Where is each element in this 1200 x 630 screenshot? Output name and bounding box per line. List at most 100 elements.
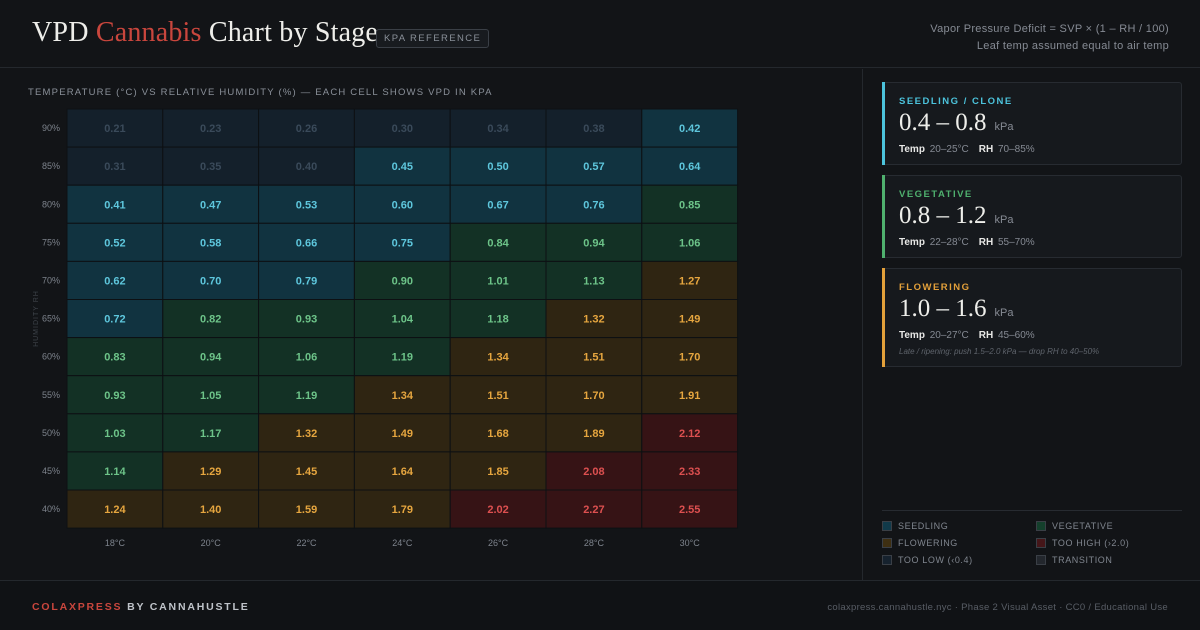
kpa-reference-badge: KPA REFERENCE <box>376 29 490 48</box>
stage-range: 0.4 – 0.8 kPa <box>899 109 1013 137</box>
x-tick-label: 30°C <box>680 538 701 548</box>
x-tick-label: 22°C <box>296 538 317 548</box>
legend-label: SEEDLING <box>898 521 949 531</box>
stage-accent-bar <box>882 82 885 165</box>
temp-value: 20–25°C <box>929 144 969 155</box>
legend-swatch <box>882 555 892 565</box>
cell-value: 1.85 <box>487 466 508 478</box>
cell-value: 0.70 <box>200 275 221 287</box>
cell-value: 0.23 <box>200 123 221 135</box>
cell-value: 0.62 <box>104 275 125 287</box>
cell-value: 0.94 <box>583 237 605 249</box>
heatmap-cell <box>449 489 547 529</box>
x-tick-label: 20°C <box>201 538 222 548</box>
cell-value: 0.35 <box>200 161 221 173</box>
stage-conditions: Temp 20–25°C RH 70–85% <box>899 144 1035 155</box>
stage-card-seedling: SEEDLING / CLONE 0.4 – 0.8 kPa Temp 20–25… <box>882 82 1182 165</box>
cell-value: 0.57 <box>583 161 604 173</box>
legend-label: TOO HIGH (›2.0) <box>1052 538 1130 548</box>
cell-value: 0.45 <box>392 161 413 173</box>
y-tick-label: 90% <box>42 123 60 133</box>
legend-swatch <box>1036 538 1046 548</box>
cell-value: 1.19 <box>296 390 317 402</box>
cell-value: 1.34 <box>392 390 414 402</box>
cell-value: 1.34 <box>487 352 509 364</box>
y-tick-label: 75% <box>42 237 60 247</box>
cell-value: 0.82 <box>200 314 221 326</box>
heatmap-cell <box>449 451 547 491</box>
heatmap-cell <box>545 108 643 148</box>
legend: SEEDLING VEGETATIVE FLOWERING TOO HIGH (… <box>882 510 1182 565</box>
heatmap-cell <box>545 260 643 300</box>
y-axis-label: HUMIDITY RH <box>33 290 40 347</box>
heatmap-cell <box>449 184 547 224</box>
heatmap-cell <box>545 337 643 377</box>
legend-item-seedling: SEEDLING <box>882 521 948 531</box>
x-tick-label: 26°C <box>488 538 509 548</box>
stage-range-unit: kPa <box>994 214 1014 226</box>
brand: COLAXPRESS BY CANNAHUSTLE <box>32 601 250 613</box>
stage-card-vegetative: VEGETATIVE 0.8 – 1.2 kPa Temp 22–28°C RH 5… <box>882 175 1182 258</box>
heatmap-cell <box>66 260 164 300</box>
cell-value: 1.70 <box>583 390 604 402</box>
cell-value: 0.67 <box>487 199 508 211</box>
cell-value: 1.17 <box>200 428 221 440</box>
heatmap-cell <box>258 108 355 148</box>
cell-value: 0.94 <box>200 352 222 364</box>
cell-value: 2.02 <box>487 504 508 516</box>
cell-value: 0.90 <box>392 275 413 287</box>
cell-value: 0.38 <box>583 123 604 135</box>
cell-value: 0.42 <box>679 123 700 135</box>
cell-value: 1.14 <box>104 466 126 478</box>
cell-value: 2.08 <box>583 466 604 478</box>
cell-value: 2.12 <box>679 428 700 440</box>
heatmap-cell <box>545 184 643 224</box>
cell-value: 0.58 <box>200 237 221 249</box>
heatmap-cell <box>641 413 739 453</box>
cell-value: 1.49 <box>392 428 413 440</box>
stage-conditions: Temp 20–27°C RH 45–60% <box>899 330 1035 341</box>
stage-range-value: 0.8 – 1.2 <box>899 202 987 229</box>
cell-value: 0.72 <box>104 314 125 326</box>
heatmap-cell <box>353 451 451 491</box>
heatmap-cell <box>66 108 164 148</box>
heatmap-cell <box>353 489 451 529</box>
heatmap-cell <box>258 413 355 453</box>
legend-label: FLOWERING <box>898 538 958 548</box>
x-tick-label: 24°C <box>392 538 413 548</box>
cell-value: 2.27 <box>583 504 604 516</box>
cell-value: 0.83 <box>104 352 125 364</box>
cell-value: 1.51 <box>583 352 604 364</box>
stage-accent-bar <box>882 175 885 258</box>
legend-swatch <box>1036 521 1046 531</box>
stage-name: SEEDLING / CLONE <box>899 96 1013 107</box>
footer-meta: colaxpress.cannahustle.nyc · Phase 2 Vis… <box>827 602 1168 613</box>
legend-item-too-high: TOO HIGH (›2.0) <box>1036 538 1129 548</box>
heatmap-cell <box>66 489 164 529</box>
cell-value: 0.76 <box>583 199 604 211</box>
cell-value: 0.21 <box>104 123 125 135</box>
heatmap-cell <box>641 222 739 262</box>
cell-value: 1.04 <box>392 314 414 326</box>
footer: COLAXPRESS BY CANNAHUSTLE colaxpress.can… <box>0 580 1200 630</box>
page-title: VPD Cannabis Chart by Stage <box>32 17 378 49</box>
cell-value: 1.13 <box>583 275 604 287</box>
temp-value: 22–28°C <box>929 237 969 248</box>
cell-value: 0.40 <box>296 161 317 173</box>
cell-value: 1.01 <box>487 275 508 287</box>
heatmap-cell <box>162 337 260 377</box>
y-tick-label: 85% <box>42 161 60 171</box>
stage-range-unit: kPa <box>994 307 1014 319</box>
heatmap-cell <box>353 375 451 415</box>
title-accent: Cannabis <box>95 17 202 48</box>
cell-value: 0.79 <box>296 275 317 287</box>
heatmap-cell <box>545 375 643 415</box>
rh-value: 45–60% <box>997 330 1035 341</box>
legend-label: TOO LOW (‹0.4) <box>898 555 973 565</box>
cell-value: 0.66 <box>296 237 317 249</box>
rh-value: 55–70% <box>997 237 1035 248</box>
cell-value: 1.59 <box>296 504 317 516</box>
cell-value: 1.32 <box>296 428 317 440</box>
heatmap-cell <box>641 451 739 491</box>
formula-line-1: Vapor Pressure Deficit = SVP × (1 – RH /… <box>930 23 1169 35</box>
